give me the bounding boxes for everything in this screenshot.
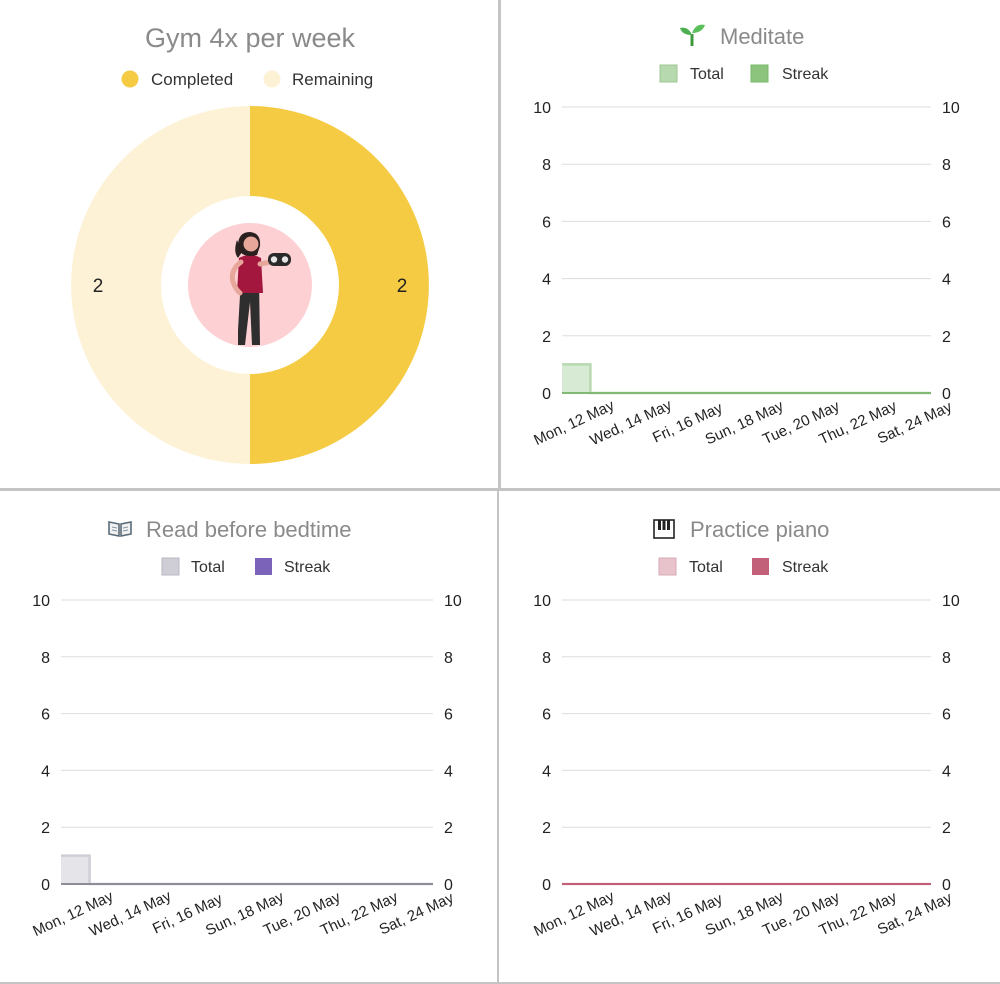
y-tick-label-right: 0 xyxy=(942,386,951,403)
y-tick-label-right: 6 xyxy=(444,707,453,724)
legend-total[interactable]: Total xyxy=(659,64,724,83)
donut-slice-labels: 22 xyxy=(93,276,408,297)
legend-streak-swatch xyxy=(752,558,769,575)
series-total-area[interactable] xyxy=(61,855,433,884)
legend-streak-swatch xyxy=(750,64,769,83)
read-chart-panel: Read before bedtime Total Streak 0 0 2 2 4 4 6… xyxy=(0,491,498,984)
series-total-line xyxy=(61,854,433,886)
y-tick-label-left: 8 xyxy=(542,157,551,174)
y-tick-label-right: 4 xyxy=(444,763,453,780)
y-tick-label-left: 4 xyxy=(542,272,551,289)
y-tick-label-left: 0 xyxy=(542,877,551,894)
y-tick-label-right: 0 xyxy=(444,877,453,894)
series-total-line xyxy=(562,363,931,395)
sprout-icon xyxy=(680,24,705,46)
y-tick-label-left: 8 xyxy=(542,650,551,667)
legend-completed[interactable]: Completed xyxy=(121,70,234,89)
y-tick-label-left: 4 xyxy=(542,763,551,780)
piano-chart-svg: Practice piano Total Streak 0 0 2 2 4 4 6 6 8 8 10… xyxy=(531,517,960,940)
y-tick-label-right: 10 xyxy=(942,100,960,117)
y-tick-label-left: 0 xyxy=(41,877,50,894)
donut-slice-label: 2 xyxy=(397,276,408,297)
legend-total-swatch xyxy=(161,557,180,576)
piano-icon xyxy=(653,519,675,539)
y-tick-label-right: 2 xyxy=(942,329,951,346)
legend-total-swatch xyxy=(658,557,677,576)
book-icon xyxy=(108,521,132,537)
legend-total-label: Total xyxy=(689,559,723,576)
legend-streak[interactable]: Streak xyxy=(255,558,331,576)
donut-slices xyxy=(71,106,429,464)
legend-remaining-swatch xyxy=(263,70,281,88)
y-tick-label-right: 8 xyxy=(942,157,951,174)
legend-total[interactable]: Total xyxy=(161,557,225,576)
meditate-chart-title: Meditate xyxy=(720,24,804,49)
piano-chart-title: Practice piano xyxy=(690,517,829,542)
y-tick-label-right: 4 xyxy=(942,272,951,289)
legend-streak-label: Streak xyxy=(782,66,829,83)
y-tick-label-right: 6 xyxy=(942,707,951,724)
y-tick-label-right: 10 xyxy=(444,593,462,610)
y-tick-label-right: 0 xyxy=(942,877,951,894)
legend-streak-swatch xyxy=(255,558,272,575)
y-tick-label-left: 10 xyxy=(533,593,551,610)
donut-slice-remaining[interactable] xyxy=(71,106,250,464)
y-tick-label-left: 10 xyxy=(32,593,50,610)
meditate-chart-svg: Meditate Total Streak 0 02 24 46 68 810 10Mon,… xyxy=(531,24,960,449)
panel-divider xyxy=(0,982,1000,984)
y-tick-label-right: 2 xyxy=(444,820,453,837)
y-tick-label-left: 6 xyxy=(41,707,50,724)
y-tick-label-right: 6 xyxy=(942,214,951,231)
gym-donut-svg: Gym 4x per week Completed Remaining 22 xyxy=(71,23,429,464)
y-tick-label-right: 2 xyxy=(942,820,951,837)
legend-completed-label: Completed xyxy=(151,70,233,89)
y-tick-label-left: 6 xyxy=(542,214,551,231)
y-tick-label-left: 2 xyxy=(41,820,50,837)
legend-remaining[interactable]: Remaining xyxy=(263,70,374,89)
legend-streak[interactable]: Streak xyxy=(752,558,829,576)
donut-slice-completed[interactable] xyxy=(250,106,429,464)
y-tick-label-left: 2 xyxy=(542,329,551,346)
legend-remaining-label: Remaining xyxy=(292,70,373,89)
y-tick-label-left: 10 xyxy=(533,100,551,117)
legend-streak-label: Streak xyxy=(782,559,829,576)
panel-divider xyxy=(498,0,501,488)
meditate-chart-panel: Meditate Total Streak 0 0 2 2 4 4 6 6 8 8 10 10 Mon,… xyxy=(501,0,1000,488)
y-tick-label-right: 8 xyxy=(444,650,453,667)
y-tick-label-left: 8 xyxy=(41,650,50,667)
y-tick-label-right: 10 xyxy=(942,593,960,610)
legend-streak[interactable]: Streak xyxy=(750,64,829,83)
legend-streak-label: Streak xyxy=(284,559,331,576)
y-tick-label-right: 8 xyxy=(942,650,951,667)
read-chart-svg: Read before bedtime Total Streak 0 0 2 2 4 4 6… xyxy=(30,517,462,940)
legend-total-swatch xyxy=(659,64,678,83)
piano-chart-panel: Practice piano Total Streak 0 0 2 2 4 4 6 6 8 8 10… xyxy=(499,491,1000,984)
panel-divider xyxy=(497,491,499,984)
woman-lifting-dumbbell-icon xyxy=(188,223,312,347)
legend-total-label: Total xyxy=(690,66,724,83)
panel-divider xyxy=(0,488,1000,491)
y-tick-label-left: 2 xyxy=(542,820,551,837)
y-tick-label-left: 4 xyxy=(41,763,50,780)
donut-slice-label: 2 xyxy=(93,276,104,297)
series-total-area[interactable] xyxy=(562,364,931,393)
legend-total[interactable]: Total xyxy=(658,557,723,576)
legend-total-label: Total xyxy=(191,559,225,576)
y-tick-label-left: 0 xyxy=(542,386,551,403)
legend-completed-swatch xyxy=(121,70,139,88)
read-chart-title: Read before bedtime xyxy=(146,517,351,542)
y-tick-label-right: 4 xyxy=(942,763,951,780)
gym-chart-title: Gym 4x per week xyxy=(145,23,356,53)
y-tick-label-left: 6 xyxy=(542,707,551,724)
